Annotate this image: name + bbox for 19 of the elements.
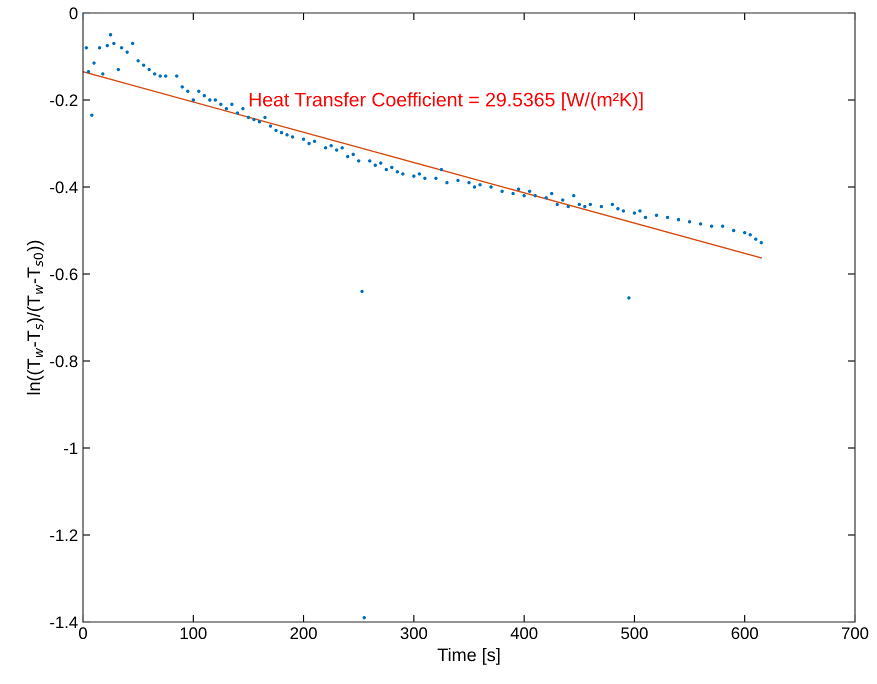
y-tick-label: -1 bbox=[64, 442, 78, 454]
y-tick-label: -0.4 bbox=[50, 181, 78, 194]
text: ln((T$_{w}$-T$_{s}$)/(T$_{w}$-T$_{s0}$)) bbox=[26, 240, 44, 394]
y-tick-label: -1.2 bbox=[50, 529, 78, 542]
y-tick-label: -0.8 bbox=[50, 355, 78, 368]
annotation: Heat Transfer Coefficient = 29.5365 [W/(m²K)] bbox=[250, 92, 643, 110]
x-tick-label: 200 bbox=[290, 627, 317, 640]
x-axis-title: Time [s] bbox=[438, 648, 500, 665]
y-tick-label: 0 bbox=[70, 7, 78, 20]
x-tick-label: 300 bbox=[400, 627, 428, 640]
x-tick-label: 100 bbox=[180, 627, 207, 640]
x-tick-label: 0 bbox=[79, 627, 87, 640]
x-tick-label: 400 bbox=[510, 627, 538, 640]
x-tick-label: 600 bbox=[732, 627, 758, 640]
y-tick-label: -1.4 bbox=[50, 616, 78, 628]
x-tick-label: 700 bbox=[842, 627, 868, 640]
x-tick-label: 500 bbox=[621, 627, 648, 640]
y-tick-label: -0.6 bbox=[50, 268, 78, 280]
y-tick-label: -0.2 bbox=[50, 94, 78, 106]
